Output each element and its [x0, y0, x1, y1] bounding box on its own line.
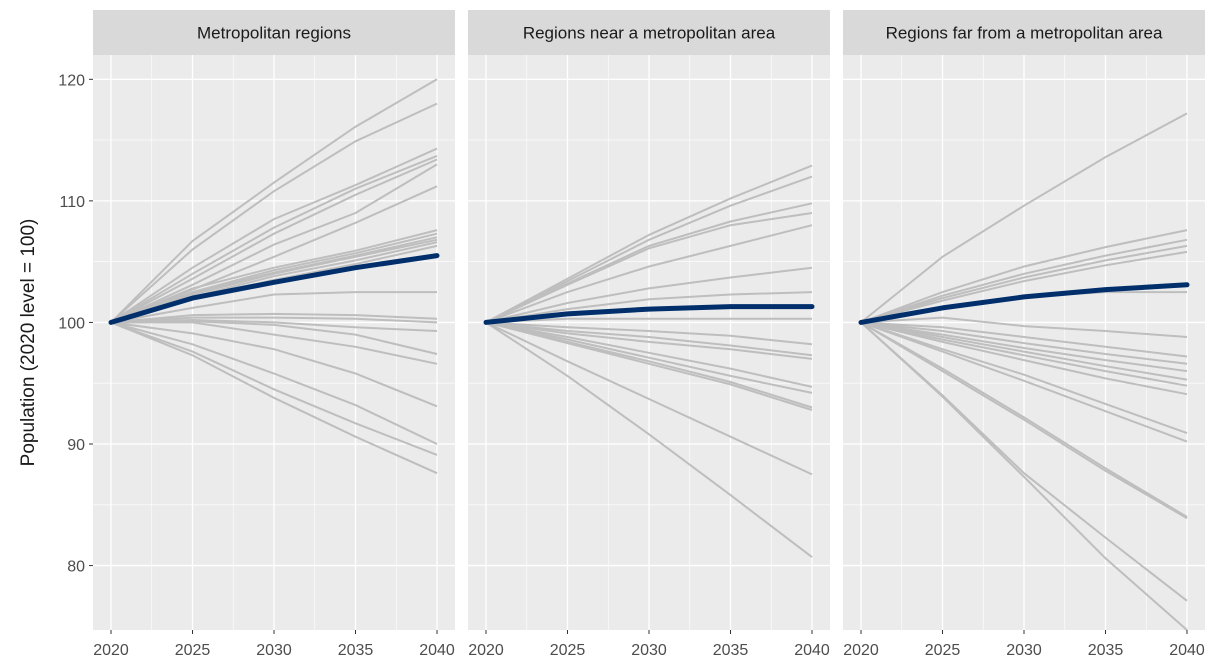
x-tick-label: 2020 [468, 642, 504, 659]
x-tick-label: 2040 [1169, 642, 1205, 659]
x-tick-label: 2030 [1006, 642, 1042, 659]
x-tick-label: 2020 [93, 642, 129, 659]
y-tick-label: 90 [67, 437, 85, 454]
facet-title: Metropolitan regions [197, 24, 351, 43]
x-tick-label: 2030 [256, 642, 292, 659]
x-tick-label: 2040 [794, 642, 830, 659]
x-tick-label: 2020 [843, 642, 879, 659]
facet-panel: Metropolitan regions 2020 2025 2030 2035 2040 [93, 10, 455, 659]
facet-panel: Regions near a metropolitan area 2020 2025… [468, 10, 830, 659]
x-tick-label: 2030 [631, 642, 667, 659]
facet-title: Regions near a metropolitan area [523, 24, 776, 43]
x-tick-label: 2025 [175, 642, 211, 659]
facet-panel: Regions far from a metropolitan area 2020… [843, 10, 1205, 659]
x-tick-label: 2025 [550, 642, 586, 659]
y-tick-label: 110 [59, 194, 85, 211]
y-axis-title: Population (2020 level = 100) [18, 219, 39, 467]
x-tick-label: 2040 [419, 642, 455, 659]
x-tick-label: 2035 [338, 642, 374, 659]
y-tick-label: 100 [58, 315, 85, 332]
x-tick-label: 2025 [925, 642, 961, 659]
x-tick-label: 2035 [713, 642, 749, 659]
y-tick-label: 80 [67, 559, 85, 576]
facet-title: Regions far from a metropolitan area [886, 24, 1163, 43]
x-tick-label: 2035 [1088, 642, 1124, 659]
y-tick-label: 120 [58, 72, 85, 89]
